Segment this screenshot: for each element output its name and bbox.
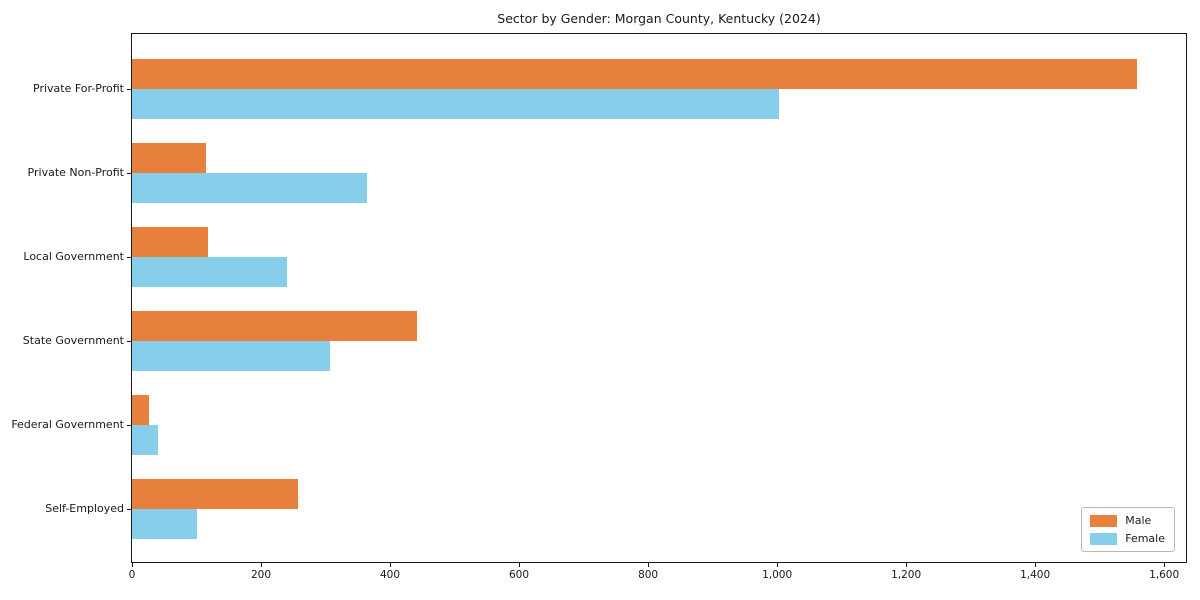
legend-swatch-male	[1090, 514, 1118, 527]
x-tick-label: 1,600	[1149, 569, 1180, 581]
x-tick-label: 1,400	[1020, 569, 1051, 581]
plot-area: Sector by Gender: Morgan County, Kentuck…	[11, 11, 1187, 581]
y-tick-mark	[127, 509, 132, 510]
chart-title: Sector by Gender: Morgan County, Kentuck…	[497, 11, 821, 26]
x-tick-label: 400	[379, 569, 401, 581]
bar-male-5	[132, 395, 149, 425]
y-tick-mark	[127, 257, 132, 258]
y-tick-label: State Government	[22, 334, 124, 347]
x-tick-label: 1,000	[762, 569, 793, 581]
bar-male-4	[132, 311, 418, 341]
bar-male-2	[132, 143, 207, 173]
bar-female-5	[132, 425, 159, 455]
bar-female-4	[132, 341, 330, 371]
y-tick-mark	[127, 341, 132, 342]
x-tick-mark	[519, 562, 520, 567]
x-tick-label: 800	[638, 569, 659, 581]
y-tick-mark	[127, 173, 132, 174]
x-tick-label: 0	[128, 569, 136, 581]
bar-female-1	[132, 89, 779, 119]
bar-male-3	[132, 227, 209, 257]
y-tick-mark	[127, 89, 132, 90]
bar-male-1	[132, 59, 1137, 89]
y-tick-label: Federal Government	[11, 418, 124, 431]
y-tick-label: Private For-Profit	[33, 82, 124, 95]
x-tick-label: 600	[508, 569, 530, 581]
bar-male-6	[132, 479, 298, 509]
legend-label-female: Female	[1125, 532, 1165, 545]
legend: Male Female	[1081, 507, 1175, 552]
legend-label-male: Male	[1125, 514, 1152, 527]
y-tick-mark	[127, 425, 132, 426]
bar-female-3	[132, 257, 287, 287]
x-tick-label: 1,200	[891, 569, 922, 581]
x-tick-mark	[1035, 562, 1037, 567]
x-tick-mark	[906, 562, 908, 567]
legend-row-female: Female	[1090, 532, 1165, 545]
y-tick-label: Local Government	[23, 250, 124, 263]
x-tick-mark	[777, 562, 779, 567]
legend-swatch-female	[1090, 532, 1118, 545]
x-tick-mark	[648, 562, 650, 567]
legend-row-male: Male	[1090, 514, 1165, 527]
y-tick-label: Self-Employed	[45, 502, 124, 515]
y-tick-label: Private Non-Profit	[27, 166, 124, 179]
x-tick-mark	[1164, 562, 1166, 567]
x-tick-mark	[390, 562, 391, 567]
bar-female-2	[132, 173, 367, 203]
x-tick-mark	[132, 562, 133, 567]
bar-female-6	[132, 509, 197, 539]
x-tick-label: 200	[250, 569, 272, 581]
x-tick-mark	[261, 562, 262, 567]
